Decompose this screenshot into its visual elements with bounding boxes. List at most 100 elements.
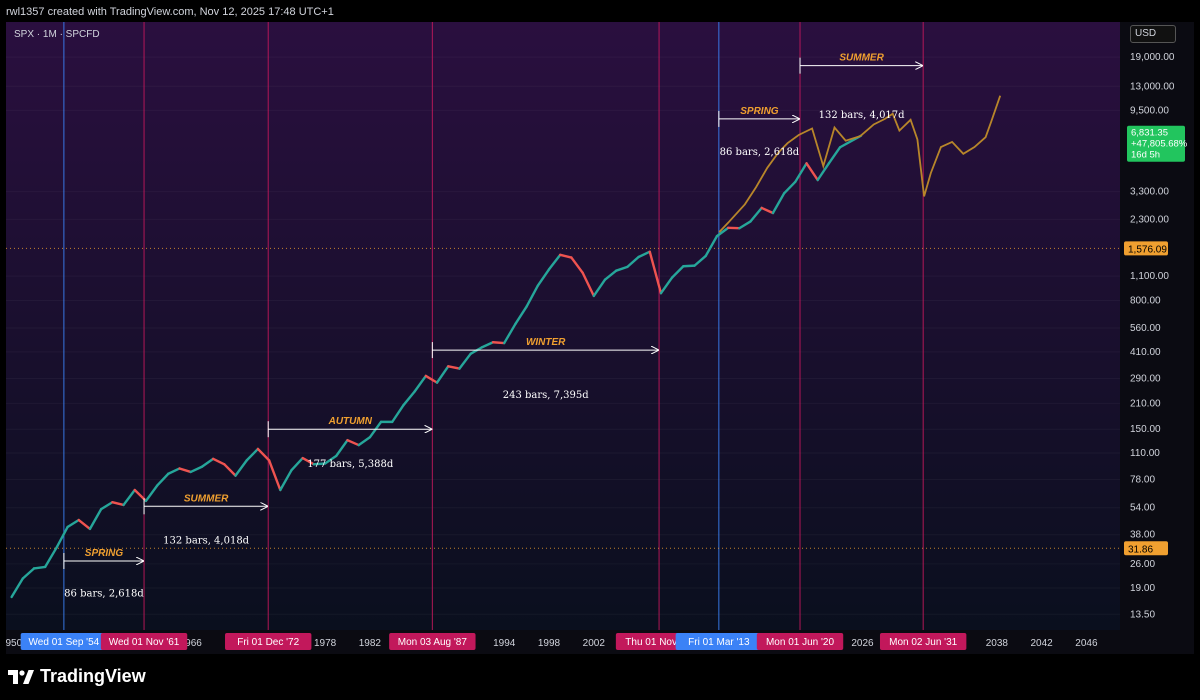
price-segment — [256, 447, 271, 462]
projection-line — [718, 95, 1002, 233]
price-level-badge — [1124, 541, 1168, 556]
last-price-badge — [1127, 125, 1185, 162]
x-tick-label: 2026 — [851, 638, 874, 649]
price-level-label: 31.86 — [1128, 544, 1153, 555]
price-segment — [234, 459, 248, 477]
time-axis-background — [6, 630, 1194, 654]
date-marker-badge — [389, 633, 476, 650]
price-segment — [559, 253, 573, 259]
date-marker-label: Mon 02 Jun '31 — [889, 637, 958, 648]
price-segment — [155, 472, 170, 487]
y-tick-label: 13,000.00 — [1130, 81, 1175, 92]
price-segment — [43, 546, 58, 569]
last-price-line: +47,805.68% — [1131, 139, 1188, 150]
price-segment — [424, 374, 439, 384]
date-marker-badge — [879, 633, 967, 650]
price-segment — [637, 250, 651, 259]
price-segment — [514, 305, 528, 326]
price-segment — [178, 467, 192, 474]
date-marker-label: Fri 01 Dec '72 — [237, 637, 299, 648]
y-tick-label: 19,000.00 — [1130, 52, 1175, 63]
price-segment — [547, 253, 562, 271]
price-segment — [447, 365, 461, 370]
date-marker-badge — [100, 633, 188, 650]
price-segment — [581, 271, 595, 298]
price-segment — [391, 403, 405, 424]
season-stats: 177 bars, 5,388d — [307, 459, 394, 470]
price-segment — [693, 254, 707, 267]
price-segment — [805, 162, 819, 182]
price-segment — [525, 284, 540, 308]
price-segment — [503, 322, 517, 345]
season-label: WINTER — [526, 337, 566, 348]
y-tick-label: 210.00 — [1130, 398, 1161, 409]
price-level-label: 1,576.09 — [1128, 244, 1167, 255]
season-label: SPRING — [740, 106, 779, 117]
price-segment — [760, 206, 775, 215]
price-segment — [480, 341, 495, 349]
currency-selector[interactable]: USD — [1130, 25, 1176, 43]
price-level-badge — [1124, 241, 1168, 256]
tradingview-logo[interactable]: TradingView — [8, 666, 146, 687]
x-tick-label: 2042 — [1031, 638, 1054, 649]
y-tick-label: 110.00 — [1130, 448, 1160, 459]
logo-text: TradingView — [40, 666, 146, 686]
price-segment — [10, 577, 24, 599]
price-segment — [122, 488, 136, 507]
x-tick-label: 950 — [6, 638, 23, 649]
y-tick-label: 19.00 — [1130, 583, 1155, 594]
price-segment — [570, 256, 584, 274]
price-segment — [223, 463, 237, 477]
price-segment — [827, 146, 842, 165]
price-segment — [458, 352, 472, 370]
x-tick-label: 1994 — [493, 638, 516, 649]
date-marker-label: Mon 01 Jun '20 — [766, 637, 835, 648]
price-segment — [111, 501, 125, 507]
y-tick-label: 150.00 — [1130, 424, 1161, 435]
date-marker-badge — [20, 633, 108, 650]
season-stats: 86 bars, 2,618d — [64, 589, 144, 600]
symbol-label[interactable]: SPX · 1M · SPCFD — [14, 29, 100, 40]
y-tick-label: 78.00 — [1130, 474, 1155, 485]
date-marker-badge — [225, 633, 312, 650]
price-segment — [749, 206, 763, 223]
season-label: SPRING — [85, 548, 124, 559]
price-segment — [738, 220, 752, 230]
y-tick-label: 38.00 — [1130, 530, 1155, 541]
x-tick-label: 1966 — [180, 638, 203, 649]
footer: TradingView — [0, 654, 1200, 700]
date-marker-badge — [756, 633, 844, 650]
price-segment — [603, 269, 618, 281]
price-segment — [245, 447, 260, 462]
attribution-text: rwl1357 created with TradingView.com, No… — [6, 6, 334, 18]
y-tick-label: 1,100.00 — [1130, 271, 1169, 282]
chart-area[interactable]: SPRING 86 bars, 2,618d SUMMER 132 bars, 4,0… — [6, 22, 1194, 654]
price-segment — [66, 518, 80, 529]
date-marker-label: Fri 01 Mar '13 — [688, 637, 750, 648]
price-segment — [32, 565, 47, 570]
price-segment — [626, 255, 640, 269]
season-stats: 86 bars, 2,618d — [720, 147, 800, 158]
price-segment — [346, 438, 360, 447]
price-segment — [816, 162, 831, 182]
y-tick-label: 290.00 — [1130, 374, 1161, 385]
last-price-line: 16d 5h — [1131, 150, 1160, 161]
price-segment — [592, 278, 607, 298]
y-tick-label: 2,300.00 — [1130, 214, 1169, 225]
price-segment — [491, 341, 506, 345]
x-tick-label: 2038 — [986, 638, 1009, 649]
price-segment — [469, 346, 484, 356]
price-segment — [301, 456, 316, 466]
season-stats: 132 bars, 4,018d — [163, 535, 250, 546]
date-marker-label: Mon 03 Aug '87 — [398, 637, 468, 648]
price-segment — [267, 459, 282, 492]
price-segment — [99, 501, 114, 511]
price-chart[interactable]: SPRING 86 bars, 2,618d SUMMER 132 bars, 4,0… — [6, 22, 1194, 654]
price-segment — [312, 462, 327, 466]
y-tick-label: 800.00 — [1130, 296, 1161, 307]
price-segment — [614, 265, 629, 272]
y-tick-label: 410.00 — [1130, 347, 1161, 358]
price-segment — [794, 162, 808, 184]
x-tick-label: 2002 — [583, 638, 606, 649]
plot-background — [6, 22, 1120, 630]
